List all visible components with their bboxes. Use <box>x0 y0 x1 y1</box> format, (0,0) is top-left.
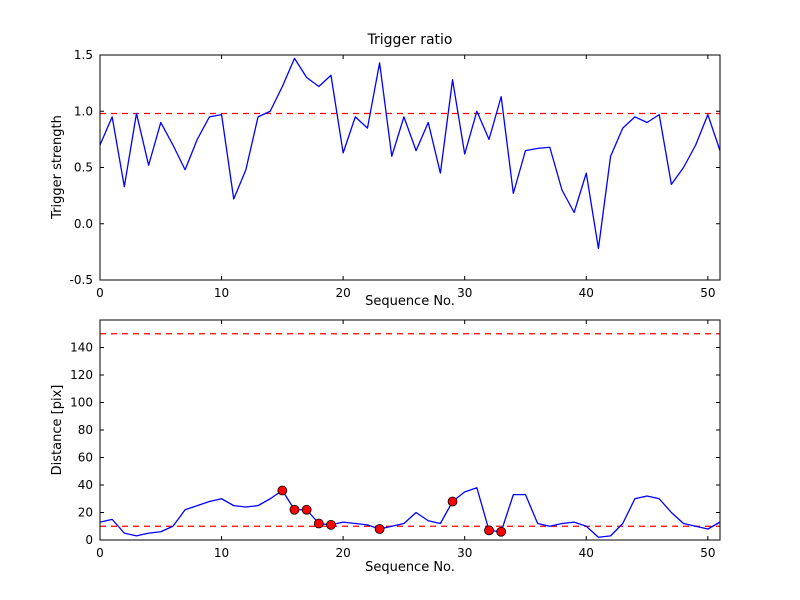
y-tick-label: 140 <box>70 341 93 355</box>
x-tick-label: 40 <box>579 286 594 300</box>
y-tick-label: 1.0 <box>74 104 93 118</box>
trigger-events-dot <box>447 496 458 507</box>
trigger-events-dot <box>484 525 494 536</box>
trigger-events-dot <box>313 518 324 529</box>
x-tick-label: 0 <box>96 286 104 300</box>
trigger-events-dot <box>374 524 385 534</box>
x-tick-label: 10 <box>214 546 229 560</box>
top-plot-ylabel: Trigger strength <box>50 115 65 219</box>
trigger-events-dot <box>496 526 507 537</box>
axes-frame <box>99 54 721 281</box>
trigger-events-dot <box>289 504 300 515</box>
x-tick-label: 20 <box>335 546 350 560</box>
bottom-plot-ylabel: Distance [pix] <box>50 384 65 476</box>
x-tick-label: 30 <box>457 546 472 560</box>
trigger-strength-line <box>99 57 721 250</box>
distance-line <box>99 487 721 538</box>
y-tick-label: 0.0 <box>74 217 93 231</box>
y-tick-label: 0 <box>85 533 93 547</box>
y-tick-label: 20 <box>78 506 93 520</box>
top-plot-title: Trigger ratio <box>367 32 453 48</box>
x-tick-label: 40 <box>579 546 594 560</box>
bottom-plot-xlabel: Sequence No. <box>365 560 455 575</box>
x-tick-label: 50 <box>700 546 715 560</box>
x-tick-label: 50 <box>700 286 715 300</box>
trigger-events-dot <box>301 504 312 515</box>
x-tick-label: 10 <box>214 286 229 300</box>
y-tick-label: -0.5 <box>70 273 93 287</box>
x-tick-label: 0 <box>96 546 104 560</box>
x-tick-label: 30 <box>457 286 472 300</box>
x-tick-label: 20 <box>335 286 350 300</box>
y-tick-label: 0.5 <box>74 161 93 175</box>
y-tick-label: 1.5 <box>74 48 93 62</box>
y-tick-label: 80 <box>78 423 93 437</box>
trigger-events-dot <box>277 485 288 496</box>
y-tick-label: 60 <box>78 451 93 465</box>
y-tick-label: 40 <box>78 478 93 492</box>
top-plot-xlabel: Sequence No. <box>365 294 455 309</box>
y-tick-label: 120 <box>70 368 93 382</box>
trigger-events-dot <box>326 519 336 530</box>
y-tick-label: 100 <box>70 396 93 410</box>
